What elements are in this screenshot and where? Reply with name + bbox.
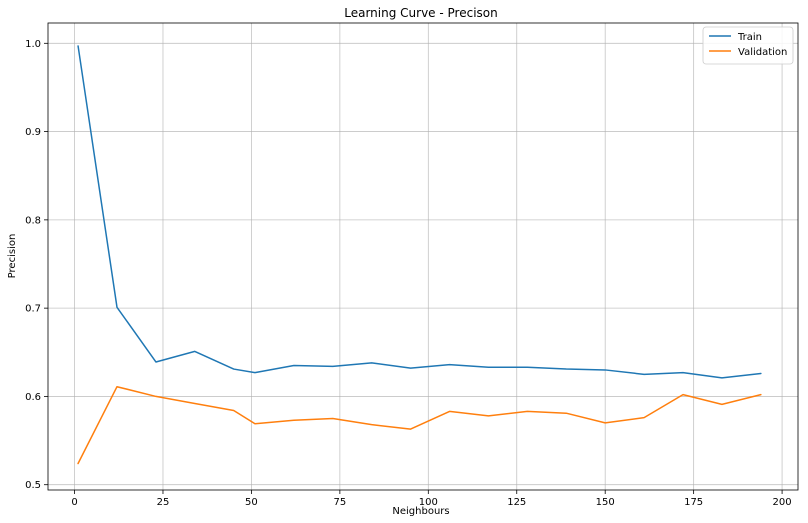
x-tick-label-25: 25 <box>157 497 170 508</box>
legend-label-validation: Validation <box>738 47 787 58</box>
x-axis-label: Neighbours <box>392 506 449 517</box>
series-line-train <box>77 45 762 379</box>
y-tick-label-5: 1.0 <box>25 39 41 50</box>
y-tick-label-3: 0.8 <box>25 215 41 226</box>
legend: Train Validation <box>702 26 794 65</box>
x-tick-label-150: 150 <box>596 497 615 508</box>
x-tick-label-75: 75 <box>333 497 346 508</box>
x-tick-label-50: 50 <box>245 497 258 508</box>
legend-label-train: Train <box>737 32 762 43</box>
plot-area-frame <box>47 22 799 491</box>
x-tick-label-175: 175 <box>684 497 703 508</box>
series-line-validation <box>77 385 762 465</box>
y-tick-label-2: 0.7 <box>25 304 41 315</box>
series-lines <box>77 45 762 465</box>
y-axis-ticks: 0.5 0.6 0.7 0.8 0.9 1.0 <box>25 39 48 491</box>
y-tick-label-0: 0.5 <box>25 480 41 491</box>
x-tick-label-125: 125 <box>507 497 526 508</box>
x-tick-label-0: 0 <box>71 497 77 508</box>
x-tick-label-200: 200 <box>773 497 792 508</box>
y-axis-label: Precision <box>7 234 18 279</box>
grid <box>48 23 798 490</box>
x-tick-label-100: 100 <box>419 497 438 508</box>
y-tick-label-1: 0.6 <box>25 392 41 403</box>
chart-title: Learning Curve - Precison <box>344 6 497 20</box>
x-axis-ticks: 0 25 50 75 100 125 150 175 200 <box>71 490 792 508</box>
y-tick-label-4: 0.9 <box>25 127 41 138</box>
